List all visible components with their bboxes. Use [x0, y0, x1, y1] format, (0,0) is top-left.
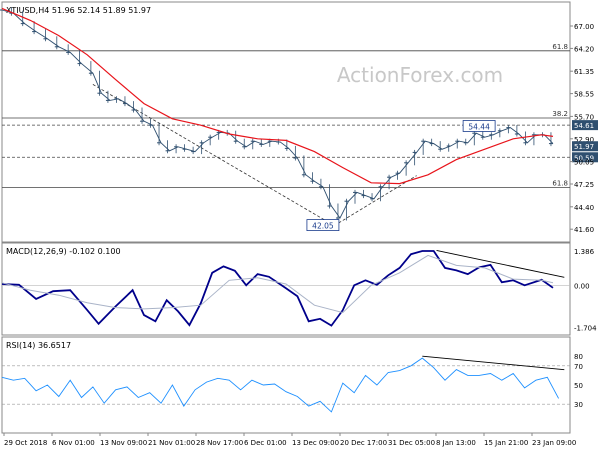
price-y-tick-label: 52.90 — [574, 136, 594, 144]
macd-y-tick-label: -1.704 — [574, 325, 597, 333]
price-panel-frame — [1, 1, 571, 243]
current-price-bg — [572, 141, 598, 152]
x-tick-label: 29 Oct 2018 — [4, 439, 47, 447]
rsi-y-tick-label: 70 — [574, 363, 583, 371]
macd-trendline — [436, 250, 565, 278]
price-y-tick-label: 41.60 — [574, 226, 594, 234]
x-tick-label: 15 Jan 21:00 — [484, 439, 528, 447]
price-trendline — [334, 175, 417, 226]
rsi-title: RSI(14) 36.6517 — [6, 341, 71, 350]
price-y-tick-label: 50.05 — [574, 159, 594, 167]
level-label: 61.8 — [552, 180, 568, 188]
axis-layer: 54.61 50.59 67.00 64.20 61.35 58.55 55.70 52.90… — [3, 23, 598, 447]
x-tick-label: 21 Nov 01:00 — [148, 439, 195, 447]
rsi-y-tick-label: 50 — [574, 382, 583, 390]
x-tick-label: 13 Nov 09:00 — [100, 439, 147, 447]
price-y-tick-label: 55.70 — [574, 113, 594, 121]
x-tick-label: 23 Jan 09:00 — [532, 439, 576, 447]
macd-panel-frame — [1, 242, 571, 336]
price-title: XTIUSD,H4 51.96 52.14 51.89 51.97 — [6, 6, 151, 15]
x-tick-label: 28 Nov 17:00 — [196, 439, 243, 447]
level-tag-bg — [572, 120, 598, 131]
rsi-y-tick-label: 30 — [574, 401, 583, 409]
current-price-label: 51.97 — [574, 143, 594, 151]
price-y-tick-label: 58.55 — [574, 91, 594, 99]
rsi-line — [1, 357, 559, 413]
x-tick-label: 6 Dec 01:00 — [244, 439, 287, 447]
price-line — [1, 9, 554, 219]
macd-y-tick-label: 0.00 — [574, 282, 590, 290]
price-series-layer: 61.8 38.2 61.8 54.44 42.05 — [0, 7, 570, 232]
x-tick-label: 13 Dec 09:00 — [292, 439, 339, 447]
rsi-panel-frame — [1, 336, 571, 434]
rsi-y-tick-label: 80 — [574, 353, 583, 361]
price-annotation: 42.05 — [312, 222, 334, 231]
level-label: 61.8 — [552, 43, 568, 51]
sma-line — [1, 7, 554, 185]
macd-title: MACD(12,26,9) -0.102 0.100 — [6, 247, 121, 256]
x-tick-label: 20 Dec 17:00 — [340, 439, 387, 447]
watermark: ActionForex.com — [337, 63, 503, 87]
macd-line — [1, 250, 554, 327]
level-tag-bg — [572, 152, 598, 163]
price-annotation-box — [306, 219, 340, 232]
x-tick-label: 8 Jan 13:00 — [436, 439, 476, 447]
level-label: 38.2 — [552, 110, 568, 118]
price-annotation-box — [462, 120, 496, 132]
x-tick-label: 31 Dec 05:00 — [388, 439, 435, 447]
price-y-tick-label: 47.25 — [574, 181, 594, 189]
price-y-tick-label: 67.00 — [574, 23, 594, 31]
level-tag-text: 50.59 — [574, 154, 594, 162]
macd-series-layer — [1, 250, 570, 327]
signal-line — [1, 254, 554, 314]
macd-y-tick-label: 1.386 — [574, 248, 595, 256]
rsi-trendline — [422, 355, 565, 371]
price-y-tick-label: 61.35 — [574, 68, 594, 76]
rsi-series-layer — [1, 355, 570, 413]
x-tick-label: 6 Nov 01:00 — [52, 439, 95, 447]
price-y-tick-label: 44.40 — [574, 204, 594, 212]
price-annotation: 54.44 — [468, 122, 490, 131]
price-y-tick-label: 64.20 — [574, 45, 594, 53]
level-tag-text: 54.61 — [574, 122, 594, 130]
